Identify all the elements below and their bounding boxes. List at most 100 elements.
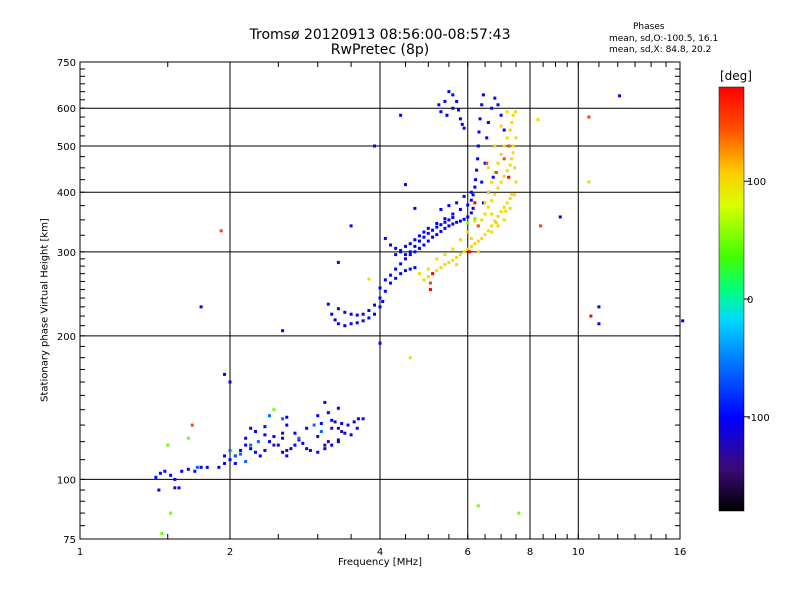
phase-legend-x-mode: mean, sd,X: 84.8, 20.2 [609, 45, 712, 55]
y-tick-label: 75 [63, 535, 76, 546]
data-point [293, 431, 297, 435]
data-point [493, 219, 497, 223]
data-point [469, 211, 473, 215]
data-point [476, 144, 480, 148]
data-point [473, 201, 477, 205]
x-tick-label: 6 [465, 547, 471, 558]
data-point [228, 380, 232, 384]
data-point [443, 99, 447, 103]
data-point [336, 438, 340, 442]
data-point [169, 473, 173, 477]
data-point [558, 215, 562, 219]
data-point [186, 436, 190, 440]
series-2 [173, 420, 344, 490]
data-point [473, 219, 477, 223]
data-point [378, 341, 382, 345]
data-point [244, 443, 248, 447]
data-point [367, 308, 371, 312]
data-point [458, 219, 462, 223]
data-point [223, 372, 227, 376]
data-point [505, 201, 509, 205]
data-point [505, 110, 509, 114]
data-point [466, 203, 470, 207]
colorbar-tick-label: 0 [747, 295, 753, 306]
y-tick-label: 500 [57, 142, 76, 153]
data-point [258, 454, 262, 458]
data-point [447, 204, 451, 208]
data-point [587, 180, 591, 184]
data-point [494, 221, 498, 225]
data-point [346, 423, 350, 427]
data-point [417, 246, 421, 250]
data-point [681, 319, 685, 323]
data-point [205, 465, 209, 469]
data-point [462, 217, 466, 221]
data-point [343, 324, 347, 328]
data-point [493, 96, 497, 100]
data-point [297, 436, 301, 440]
data-point [389, 281, 393, 285]
data-point [223, 461, 227, 465]
data-point [589, 314, 593, 318]
scatter-points [154, 90, 685, 536]
data-point [493, 170, 497, 174]
data-point [496, 161, 500, 165]
data-point [336, 406, 340, 410]
data-point [513, 193, 517, 197]
data-point [587, 115, 591, 119]
data-point [223, 454, 227, 458]
data-point [305, 447, 309, 451]
data-point [180, 469, 184, 473]
x-tick-label: 2 [227, 547, 233, 558]
data-point [443, 220, 447, 224]
data-point [249, 426, 253, 430]
data-point [510, 157, 514, 161]
data-point [190, 423, 194, 427]
data-point [233, 461, 237, 465]
data-point [496, 224, 500, 228]
data-point [316, 414, 320, 418]
data-point [490, 230, 494, 234]
colorbar-tick-label: 100 [747, 177, 766, 188]
data-point [426, 267, 430, 271]
data-point [263, 448, 267, 452]
data-point [451, 212, 455, 216]
data-point [439, 110, 443, 114]
data-point [502, 144, 506, 148]
data-point [244, 460, 248, 464]
data-point [394, 267, 398, 271]
data-point [431, 272, 435, 276]
data-point [343, 310, 347, 314]
data-point [469, 244, 473, 248]
data-point [476, 157, 480, 161]
data-point [447, 224, 451, 228]
data-point [426, 231, 430, 235]
data-point [267, 414, 271, 418]
data-point [244, 436, 248, 440]
data-point [486, 205, 490, 209]
data-point [389, 273, 393, 277]
data-point [466, 247, 470, 251]
data-point [330, 312, 334, 316]
data-point [228, 448, 232, 452]
data-point [513, 166, 517, 170]
data-point [316, 450, 320, 454]
data-point [458, 253, 462, 257]
data-point [323, 400, 327, 404]
data-point [490, 180, 494, 184]
data-point [490, 106, 494, 110]
data-point [480, 236, 484, 240]
data-point [455, 220, 459, 224]
data-point [466, 221, 470, 225]
series-6 [428, 175, 593, 318]
data-point [496, 103, 500, 107]
data-point [193, 469, 197, 473]
data-point [186, 467, 190, 471]
data-point [157, 488, 161, 492]
data-point [473, 217, 477, 221]
data-point [426, 275, 430, 279]
data-point [281, 329, 285, 333]
data-point [177, 486, 181, 490]
data-point [199, 305, 203, 309]
data-point [169, 511, 173, 515]
